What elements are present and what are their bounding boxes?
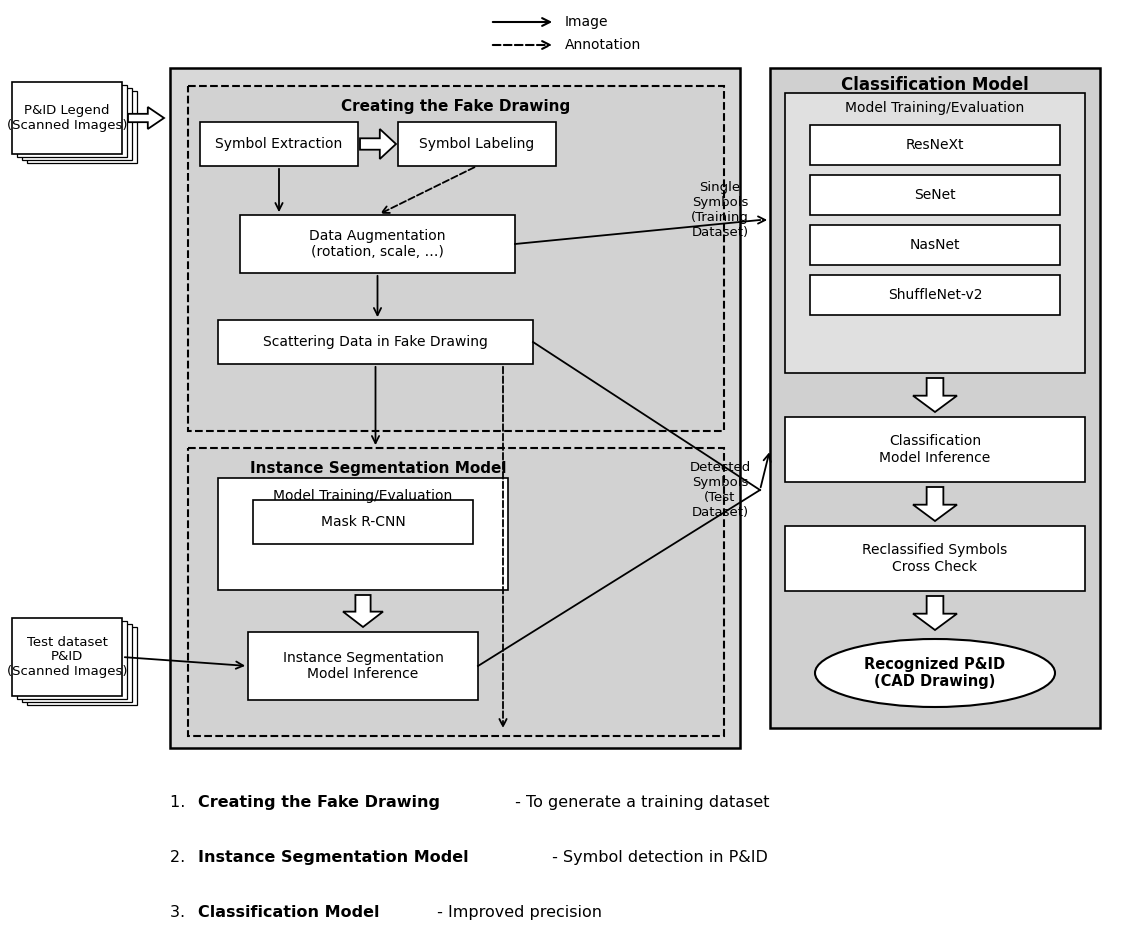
Text: Creating the Fake Drawing: Creating the Fake Drawing — [198, 795, 441, 810]
Bar — [785, 93, 1085, 373]
Bar — [217, 320, 532, 364]
Bar — [188, 448, 724, 736]
Bar — [17, 621, 127, 699]
Text: Scattering Data in Fake Drawing: Scattering Data in Fake Drawing — [263, 335, 488, 349]
Text: Creating the Fake Drawing: Creating the Fake Drawing — [342, 99, 571, 113]
Polygon shape — [912, 487, 957, 521]
Bar — [22, 624, 132, 702]
Text: Detected
Symbols
(Test
Dataset): Detected Symbols (Test Dataset) — [689, 461, 751, 519]
Text: NasNet: NasNet — [910, 238, 961, 252]
Bar — [22, 88, 132, 160]
Bar — [12, 618, 122, 696]
Polygon shape — [912, 596, 957, 630]
Text: 2.: 2. — [170, 850, 195, 865]
Polygon shape — [128, 107, 164, 129]
Text: Recognized P&ID
(CAD Drawing): Recognized P&ID (CAD Drawing) — [864, 657, 1006, 690]
Bar — [200, 122, 358, 166]
Text: Symbol Labeling: Symbol Labeling — [419, 137, 535, 151]
Text: - Improved precision: - Improved precision — [433, 905, 602, 920]
Bar — [12, 82, 122, 154]
Bar — [810, 225, 1060, 265]
Bar — [27, 627, 137, 705]
Bar — [810, 125, 1060, 165]
Bar — [810, 275, 1060, 315]
Text: Single
Symbols
(Training
Dataset): Single Symbols (Training Dataset) — [691, 181, 749, 239]
Text: Instance Segmentation Model: Instance Segmentation Model — [198, 850, 469, 865]
Text: Mask R-CNN: Mask R-CNN — [321, 515, 406, 529]
Text: Classification Model: Classification Model — [198, 905, 380, 920]
Bar — [253, 500, 473, 544]
Bar — [248, 632, 478, 700]
Text: Instance Segmentation Model: Instance Segmentation Model — [250, 461, 507, 476]
Bar — [27, 91, 137, 163]
Bar — [398, 122, 556, 166]
Bar — [17, 85, 127, 157]
Text: Reclassified Symbols
Cross Check: Reclassified Symbols Cross Check — [862, 544, 1008, 574]
Text: Test dataset
P&ID
(Scanned Images): Test dataset P&ID (Scanned Images) — [7, 636, 128, 678]
Polygon shape — [912, 378, 957, 412]
Text: Model Training/Evaluation: Model Training/Evaluation — [274, 489, 453, 503]
Text: ShuffleNet-v2: ShuffleNet-v2 — [888, 288, 982, 302]
Text: - Symbol detection in P&ID: - Symbol detection in P&ID — [547, 850, 768, 865]
Bar — [785, 526, 1085, 591]
Text: SeNet: SeNet — [915, 188, 956, 202]
Text: 1.: 1. — [170, 795, 196, 810]
Text: P&ID Legend
(Scanned Images): P&ID Legend (Scanned Images) — [7, 104, 128, 132]
Bar — [188, 86, 724, 431]
Bar — [217, 478, 508, 590]
Bar — [770, 68, 1100, 728]
Bar — [170, 68, 740, 748]
Polygon shape — [360, 129, 396, 159]
Text: Classification
Model Inference: Classification Model Inference — [879, 434, 991, 464]
Text: ResNeXt: ResNeXt — [906, 138, 964, 152]
Text: Instance Segmentation
Model Inference: Instance Segmentation Model Inference — [282, 651, 444, 681]
Text: - To generate a training dataset: - To generate a training dataset — [510, 795, 770, 810]
Text: Data Augmentation
(rotation, scale, …): Data Augmentation (rotation, scale, …) — [309, 229, 446, 259]
Text: Image: Image — [565, 15, 609, 29]
Text: 3.: 3. — [170, 905, 195, 920]
Bar — [810, 175, 1060, 215]
Text: Classification Model: Classification Model — [841, 76, 1029, 94]
Text: Model Training/Evaluation: Model Training/Evaluation — [845, 101, 1025, 115]
Text: Annotation: Annotation — [565, 38, 641, 52]
Ellipse shape — [815, 639, 1055, 707]
Bar — [240, 215, 515, 273]
Polygon shape — [343, 595, 383, 627]
Text: Symbol Extraction: Symbol Extraction — [215, 137, 343, 151]
Bar — [785, 417, 1085, 482]
